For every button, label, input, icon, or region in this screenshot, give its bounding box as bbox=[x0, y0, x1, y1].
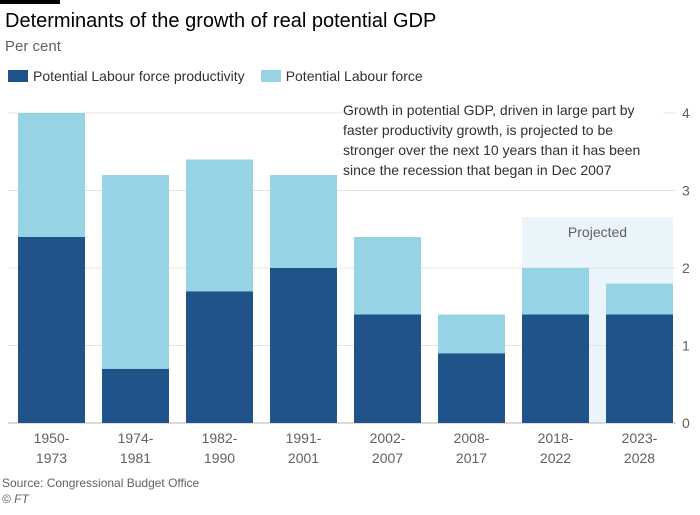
x-tick-label: 2008- bbox=[454, 430, 490, 446]
y-tick-label: 1 bbox=[682, 338, 690, 354]
y-tick-label: 4 bbox=[682, 105, 690, 121]
legend-swatch-labour-force bbox=[260, 70, 281, 82]
legend-swatch-productivity bbox=[8, 70, 28, 82]
x-tick-label: 2017 bbox=[456, 450, 487, 466]
bar-labour-force bbox=[18, 113, 85, 237]
x-tick-label: 2023- bbox=[622, 430, 658, 446]
bar-labour-force bbox=[438, 314, 505, 354]
legend-item-labour-force: Potential Labour force bbox=[260, 68, 423, 84]
legend-item-productivity: Potential Labour force productivity bbox=[8, 68, 245, 84]
x-tick-label: 1981 bbox=[120, 450, 151, 466]
x-tick-label: 1973 bbox=[36, 450, 67, 466]
bar-productivity bbox=[522, 314, 589, 423]
x-tick-label: 2001 bbox=[288, 450, 319, 466]
legend-label-labour-force: Potential Labour force bbox=[285, 68, 423, 84]
copyright: © FT bbox=[2, 492, 29, 506]
chart-title: Determinants of the growth of real poten… bbox=[5, 10, 437, 32]
y-tick-label: 0 bbox=[682, 415, 690, 431]
bar-labour-force bbox=[606, 283, 673, 315]
bar-labour-force bbox=[186, 159, 253, 292]
x-tick-label: 1982- bbox=[202, 430, 238, 446]
x-tick-label: 1950- bbox=[34, 430, 70, 446]
x-tick-label: 1990 bbox=[204, 450, 235, 466]
bar-labour-force bbox=[102, 175, 169, 369]
bar-productivity bbox=[18, 237, 85, 423]
legend: Potential Labour force productivity Pote… bbox=[8, 68, 439, 84]
bar-productivity bbox=[102, 368, 169, 423]
x-tick-label: 1991- bbox=[286, 430, 322, 446]
x-tick-label: 1974- bbox=[118, 430, 154, 446]
legend-label-productivity: Potential Labour force productivity bbox=[33, 68, 245, 84]
bar-productivity bbox=[438, 353, 505, 423]
x-tick-label: 2002- bbox=[370, 430, 406, 446]
x-tick-label: 2007 bbox=[372, 450, 403, 466]
bar-productivity bbox=[270, 268, 337, 423]
y-tick-label: 2 bbox=[682, 260, 690, 276]
bar-labour-force bbox=[270, 175, 337, 268]
source-note: Source: Congressional Budget Office bbox=[2, 476, 200, 490]
chart-annotation: Growth in potential GDP, driven in large… bbox=[343, 100, 663, 180]
bar-productivity bbox=[186, 291, 253, 423]
x-tick-label: 2028 bbox=[624, 450, 655, 466]
bar-labour-force bbox=[354, 237, 421, 315]
x-tick-label: 2018- bbox=[538, 430, 574, 446]
chart-subtitle: Per cent bbox=[5, 38, 61, 55]
bar-productivity bbox=[354, 314, 421, 423]
x-tick-label: 2022 bbox=[540, 450, 571, 466]
y-tick-label: 3 bbox=[682, 183, 690, 199]
projected-label: Projected bbox=[568, 224, 627, 240]
bar-labour-force bbox=[522, 268, 589, 315]
bar-productivity bbox=[606, 314, 673, 423]
ft-top-bar bbox=[0, 0, 60, 4]
